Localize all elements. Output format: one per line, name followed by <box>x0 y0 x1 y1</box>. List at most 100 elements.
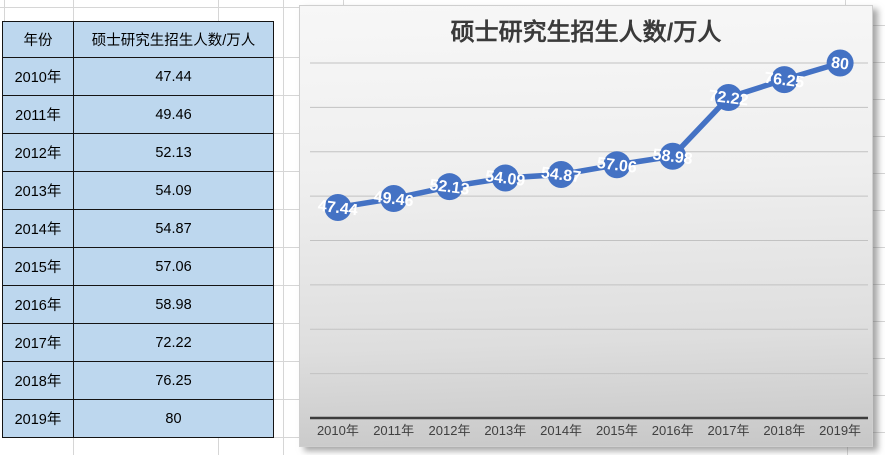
sheet-gridline <box>873 136 885 137</box>
sheet-gridline <box>273 323 299 324</box>
cell-year[interactable]: 2011年 <box>2 95 74 134</box>
data-label: 58.98 <box>652 146 694 168</box>
cell-year[interactable]: 2018年 <box>2 361 74 400</box>
table-header-value[interactable]: 硕士研究生招生人数/万人 <box>73 21 274 58</box>
sheet-gridline <box>0 7 299 8</box>
sheet-gridline <box>273 133 299 134</box>
table-body: 2010年 47.44 2011年 49.46 2012年 52.13 2013年 54.09… <box>2 57 274 438</box>
cell-value[interactable]: 54.87 <box>73 209 274 248</box>
sheet-gridline <box>273 361 299 362</box>
cell-year[interactable]: 2014年 <box>2 209 74 248</box>
sheet-gridline <box>273 399 299 400</box>
data-point-marker[interactable] <box>603 151 631 179</box>
cell-year[interactable]: 2019年 <box>2 399 74 438</box>
cell-value[interactable]: 57.06 <box>73 247 274 286</box>
sheet-gridline <box>873 395 885 396</box>
sheet-gridline <box>4 0 5 21</box>
cell-value[interactable]: 52.13 <box>73 133 274 172</box>
sheet-gridline <box>343 0 344 5</box>
sheet-gridline <box>873 210 885 211</box>
x-axis-tick-label: 2014年 <box>540 423 582 438</box>
table-row: 2011年 49.46 <box>2 95 274 134</box>
data-point-marker[interactable] <box>770 66 798 94</box>
sheet-gridline <box>273 95 299 96</box>
sheet-gridline <box>873 321 885 322</box>
sheet-gridline <box>873 62 885 63</box>
cell-value[interactable]: 54.09 <box>73 171 274 210</box>
data-point-marker[interactable] <box>715 84 742 112</box>
x-axis-tick-label: 2011年 <box>373 423 414 438</box>
table-row: 2017年 72.22 <box>2 323 274 362</box>
table-row: 2016年 58.98 <box>2 285 274 324</box>
sheet-gridline <box>273 57 299 58</box>
data-label: 80 <box>830 54 850 73</box>
chart-svg: 硕士研究生招生人数/万人 47.44 2010年 49.46 2011年 52.13 201… <box>310 18 868 438</box>
sheet-gridline <box>73 0 74 21</box>
series-line <box>335 60 843 211</box>
table-row: 2019年 80 <box>2 399 274 438</box>
x-axis-tick-label: 2013年 <box>484 423 526 438</box>
sheet-gridline <box>845 0 846 5</box>
sheet-gridline <box>873 99 885 100</box>
table-row: 2012年 52.13 <box>2 133 274 172</box>
data-point-marker[interactable] <box>826 49 854 77</box>
cell-year[interactable]: 2017年 <box>2 323 74 362</box>
cell-year[interactable]: 2016年 <box>2 285 74 324</box>
data-point-marker[interactable] <box>659 142 687 170</box>
cell-value[interactable]: 72.22 <box>73 323 274 362</box>
data-label: 54.87 <box>540 165 582 187</box>
x-axis-tick-label: 2016年 <box>652 423 694 438</box>
chart-title[interactable]: 硕士研究生招生人数/万人 <box>451 18 722 46</box>
table-header-row: 年份 硕士研究生招生人数/万人 <box>2 21 274 58</box>
cell-value[interactable]: 80 <box>73 399 274 438</box>
sheet-gridline <box>283 0 284 455</box>
cell-year[interactable]: 2010年 <box>2 57 74 96</box>
x-axis-tick-label: 2010年 <box>317 423 359 438</box>
x-axis-tick-label: 2019年 <box>819 423 861 438</box>
sheet-gridline <box>218 438 219 455</box>
x-axis-tick-label: 2017年 <box>708 423 750 438</box>
cell-value[interactable]: 76.25 <box>73 361 274 400</box>
sheet-gridline <box>273 209 299 210</box>
data-point-marker[interactable] <box>324 193 352 221</box>
table-row: 2014年 54.87 <box>2 209 274 248</box>
x-axis-tick-label: 2015年 <box>596 423 638 438</box>
sheet-gridline <box>73 438 74 455</box>
sheet-gridline <box>273 247 299 248</box>
table-row: 2013年 54.09 <box>2 171 274 210</box>
sheet-gridline <box>873 25 885 26</box>
data-point-marker[interactable] <box>547 161 575 189</box>
sheet-gridline <box>873 432 885 433</box>
data-label: 72.22 <box>707 88 749 110</box>
cell-year[interactable]: 2012年 <box>2 133 74 172</box>
cell-value[interactable]: 47.44 <box>73 57 274 96</box>
table-row: 2018年 76.25 <box>2 361 274 400</box>
cell-year[interactable]: 2015年 <box>2 247 74 286</box>
sheet-gridline <box>873 173 885 174</box>
data-label: 52.13 <box>428 177 470 199</box>
data-point-marker[interactable] <box>380 185 408 213</box>
data-table: 年份 硕士研究生招生人数/万人 2010年 47.44 2011年 49.46 2012… <box>2 21 274 438</box>
sheet-gridline <box>218 0 219 21</box>
data-point-marker[interactable] <box>436 173 463 201</box>
cell-value[interactable]: 58.98 <box>73 285 274 324</box>
sheet-gridline <box>273 171 299 172</box>
sheet-gridline <box>873 358 885 359</box>
data-label: 57.06 <box>596 155 638 177</box>
table-header-year[interactable]: 年份 <box>2 21 74 58</box>
data-label: 47.44 <box>317 198 359 220</box>
sheet-gridline <box>273 285 299 286</box>
data-point-marker[interactable] <box>491 164 519 192</box>
data-label: 54.09 <box>484 168 526 190</box>
x-axis-tick-label: 2018年 <box>763 423 805 438</box>
x-axis-tick-label: 2012年 <box>429 423 471 438</box>
cell-value[interactable]: 49.46 <box>73 95 274 134</box>
cell-year[interactable]: 2013年 <box>2 171 74 210</box>
sheet-gridline <box>847 447 848 455</box>
sheet-gridline <box>873 247 885 248</box>
line-chart[interactable]: 硕士研究生招生人数/万人 47.44 2010年 49.46 2011年 52.13 201… <box>299 5 873 447</box>
table-row: 2010年 47.44 <box>2 57 274 96</box>
data-label: 49.46 <box>373 189 415 211</box>
table-row: 2015年 57.06 <box>2 247 274 286</box>
